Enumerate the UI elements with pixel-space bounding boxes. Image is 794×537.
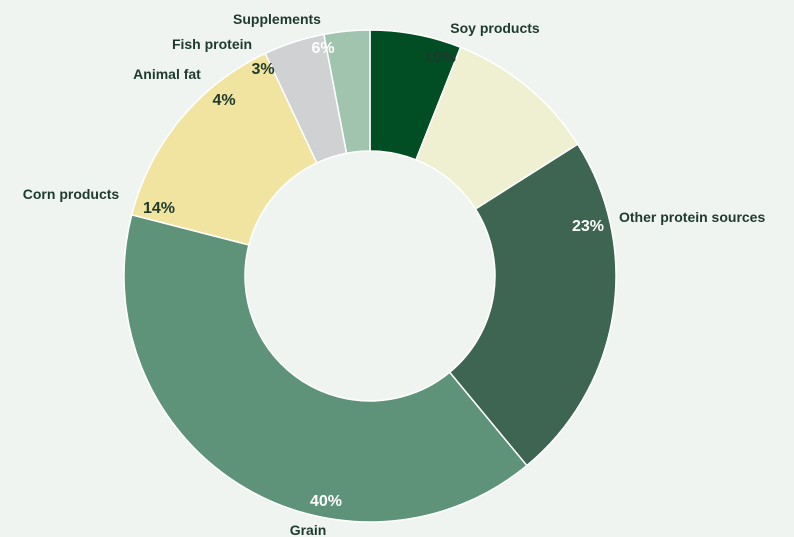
category-label-corn-products: Corn products [23, 186, 120, 202]
value-label-animal-fat: 4% [212, 92, 235, 109]
value-label-supplements: 6% [311, 40, 334, 57]
value-label-soy-products: 10% [424, 49, 456, 66]
value-label-fish-protein: 3% [251, 61, 274, 78]
category-labels: Supplements Soy products Other protein sou… [23, 11, 766, 537]
category-label-grain: Grain [290, 522, 327, 537]
value-label-grain: 40% [310, 493, 342, 510]
value-label-other-protein-sources: 23% [572, 218, 604, 235]
category-label-other-protein-sources: Other protein sources [619, 209, 765, 225]
category-label-soy-products: Soy products [450, 20, 540, 36]
value-label-corn-products: 14% [143, 200, 175, 217]
donut-slices [123, 29, 617, 523]
category-label-supplements: Supplements [233, 11, 321, 27]
category-label-fish-protein: Fish protein [172, 36, 252, 52]
category-label-animal-fat: Animal fat [133, 66, 201, 82]
value-labels: 6% 10% 23% 40% 14% 4% 3% [143, 40, 604, 510]
slice-corn-products [130, 52, 318, 246]
slice-other-protein-sources [448, 143, 617, 467]
slice-grain [123, 213, 528, 523]
slice-fish-protein [323, 29, 371, 155]
